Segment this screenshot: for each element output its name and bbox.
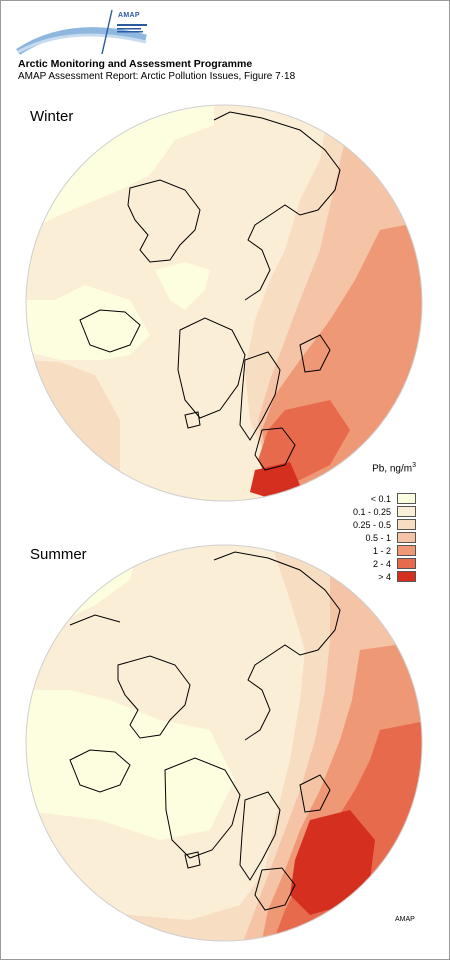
legend-title-unit-exponent: 3: [412, 462, 416, 469]
legend: Pb, ng/m3 < 0.1 0.1 - 0.25 0.25 - 0.5 0.…: [320, 462, 430, 587]
legend-row: > 4: [378, 570, 416, 583]
legend-label: > 4: [378, 571, 391, 582]
legend-label: 0.5 - 1: [365, 532, 391, 543]
summer-map-border: [25, 544, 423, 942]
page-title: Arctic Monitoring and Assessment Program…: [18, 58, 253, 70]
winter-label: Winter: [30, 108, 74, 125]
legend-label: 2 - 4: [372, 558, 391, 569]
legend-swatch: [397, 545, 416, 556]
legend-row: 2 - 4: [373, 557, 416, 570]
amap-logo: [16, 9, 147, 55]
legend-label: < 0.1: [370, 493, 391, 504]
winter-coastlines: [79, 111, 341, 471]
legend-label: 0.1 - 0.25: [352, 506, 391, 517]
winter-zone-low-c: [155, 262, 210, 310]
summer-zone-low-c: [26, 690, 235, 840]
winter-map-border: [25, 104, 423, 502]
logo-text: AMAP: [118, 12, 140, 19]
credit-label: AMAP: [395, 916, 415, 923]
summer-label: Summer: [30, 546, 87, 563]
summer-zone-e5: [290, 810, 375, 915]
legend-label: 1 - 2: [372, 545, 391, 556]
legend-row: 0.5 - 1: [365, 531, 416, 544]
winter-map: [25, 104, 423, 502]
legend-label: 0.25 - 0.5: [352, 519, 391, 530]
summer-map: [25, 544, 423, 942]
legend-row: 1 - 2: [373, 544, 416, 557]
legend-swatch: [397, 558, 416, 569]
legend-row: < 0.1: [371, 492, 416, 505]
winter-zone-e4: [258, 400, 350, 485]
legend-swatch: [397, 532, 416, 543]
legend-swatch: [397, 506, 416, 517]
legend-title: Pb, ng/m3: [372, 462, 416, 474]
legend-row: 0.1 - 0.25: [353, 505, 416, 518]
legend-swatch: [397, 493, 416, 504]
legend-row: 0.25 - 0.5: [353, 518, 416, 531]
legend-swatch: [397, 519, 416, 530]
legend-title-text: Pb, ng/m: [372, 463, 413, 475]
page-subtitle: AMAP Assessment Report: Arctic Pollution…: [18, 71, 296, 82]
summer-coastlines: [69, 551, 341, 911]
legend-swatch: [397, 571, 416, 582]
winter-zone-low-w: [26, 285, 150, 360]
